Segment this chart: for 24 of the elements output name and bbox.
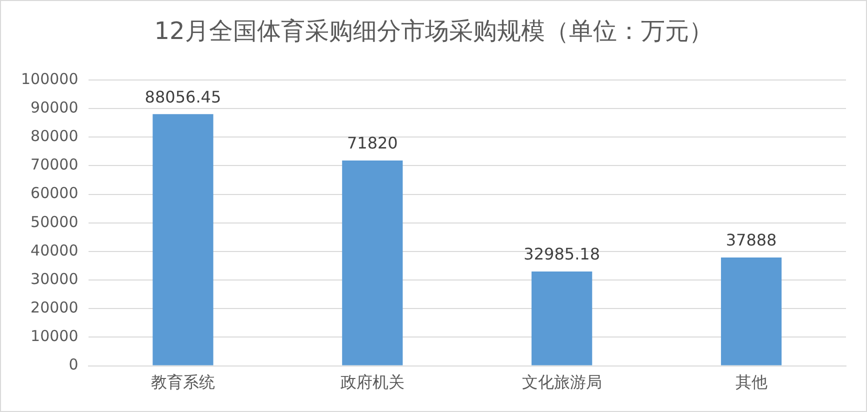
y-tick-label: 60000 xyxy=(30,184,78,202)
y-tick-label: 80000 xyxy=(30,127,78,146)
y-tick-label: 40000 xyxy=(30,241,78,260)
y-tick-label: 50000 xyxy=(30,212,78,231)
y-tick-label: 70000 xyxy=(30,156,78,174)
y-tick-label: 10000 xyxy=(30,327,78,346)
data-label: 37888 xyxy=(726,230,777,250)
y-tick-label: 20000 xyxy=(30,298,78,317)
x-tick-label: 教育系统 xyxy=(150,372,215,392)
x-tick-label: 政府机关 xyxy=(340,372,404,392)
bar xyxy=(720,258,782,366)
y-tick-label: 30000 xyxy=(30,270,78,288)
bar xyxy=(152,114,214,366)
bar xyxy=(342,160,403,366)
y-tick-label: 0 xyxy=(68,356,78,374)
data-label: 71820 xyxy=(346,134,398,153)
y-tick-label: 100000 xyxy=(20,70,78,88)
x-tick-label: 其他 xyxy=(735,372,768,392)
data-label: 88056.45 xyxy=(144,87,222,106)
x-tick-label: 文化旅游局 xyxy=(522,372,602,392)
bar xyxy=(532,272,592,366)
chart-title: 12月全国体育采购细分市场采购规模（单位：万元） xyxy=(153,16,714,47)
data-label: 32985.18 xyxy=(524,244,600,264)
y-tick-label: 90000 xyxy=(30,98,78,116)
